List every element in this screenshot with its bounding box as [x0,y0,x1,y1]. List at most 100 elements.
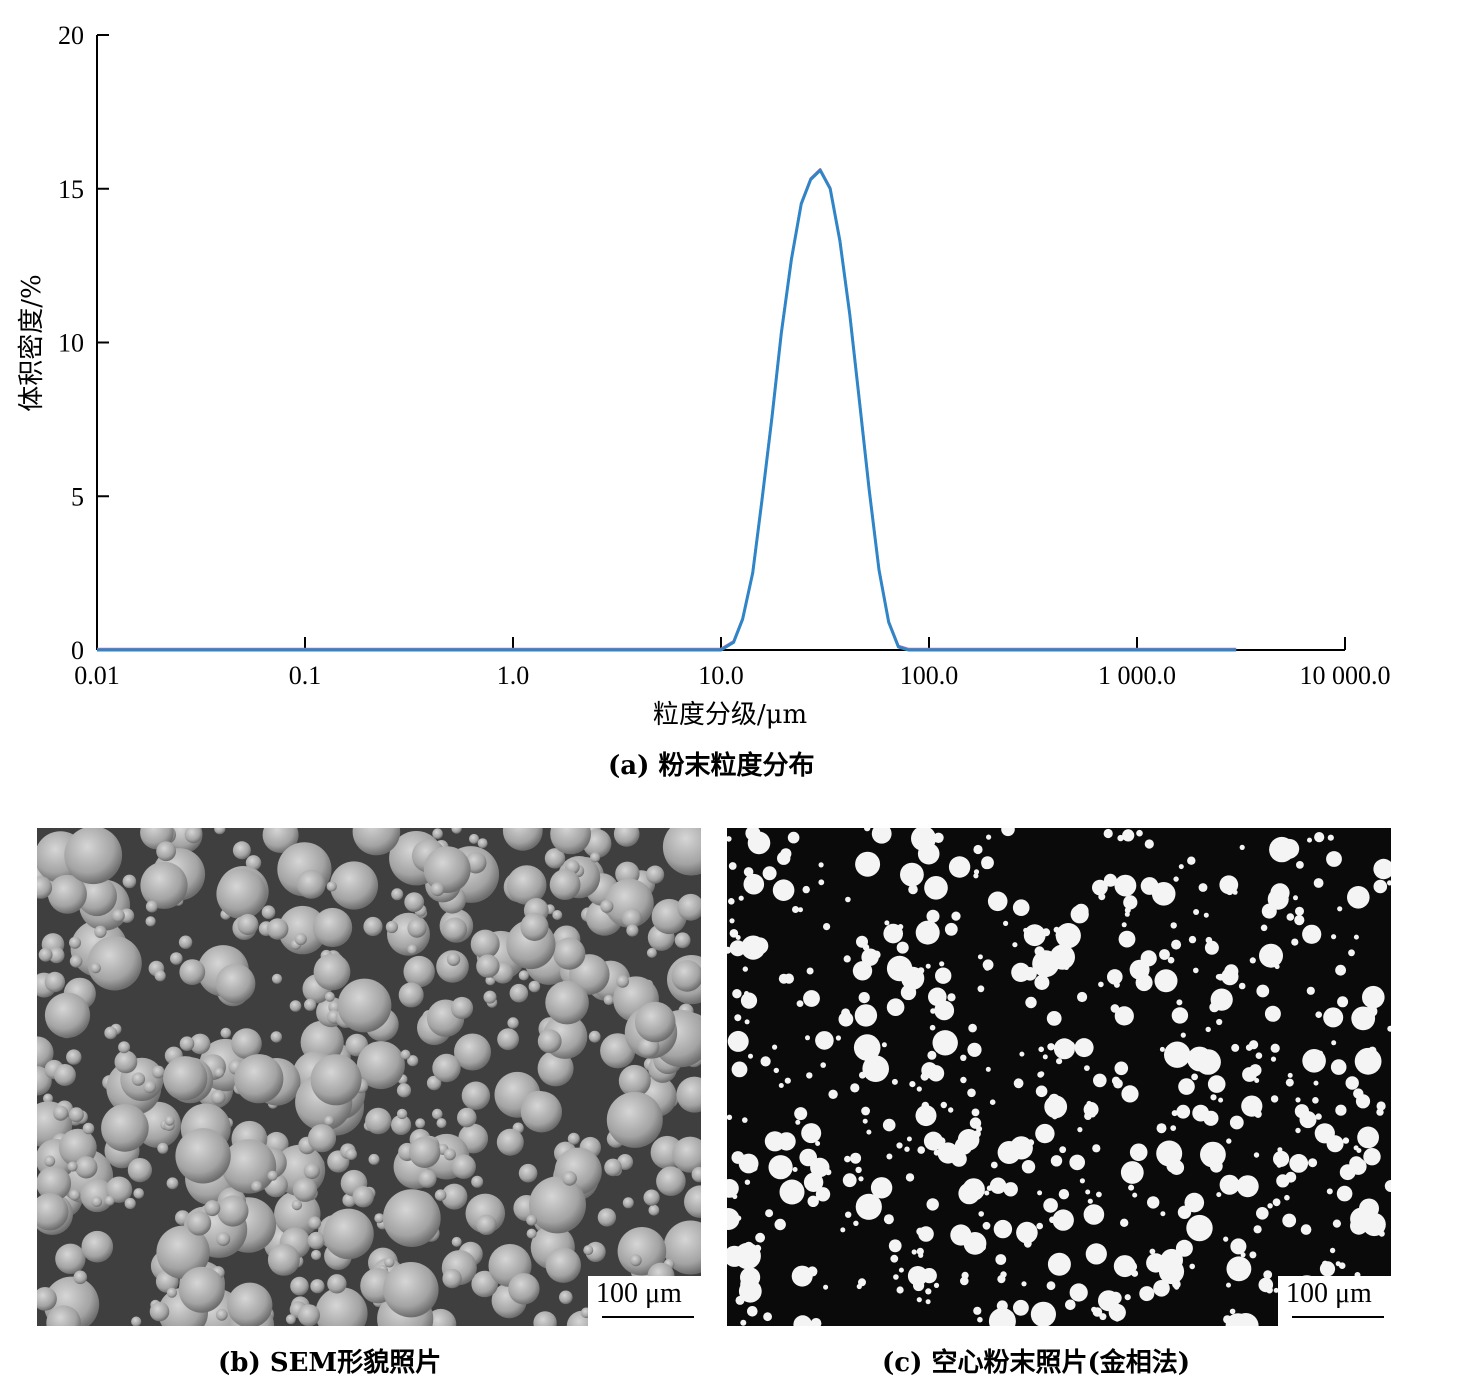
sem-particle [179,1036,195,1051]
met-particle [1209,1002,1220,1013]
sem-particle [518,1163,538,1183]
sem-particle [221,1139,277,1194]
met-particle [1266,1286,1273,1294]
met-particle [1204,940,1219,955]
sem-particle [583,1245,594,1256]
met-particle [1012,899,1030,916]
sem-particle [285,1314,296,1325]
met-particle [1164,1041,1191,1068]
sem-particle [261,905,276,919]
met-particle [1114,1061,1129,1076]
met-particle [747,1306,758,1317]
met-particle [1005,828,1011,832]
met-particle [727,1030,749,1052]
sem-particle [105,1176,133,1203]
met-particle [1187,856,1196,865]
y-tick-label: 0 [71,636,84,665]
met-particle [898,1267,904,1273]
sem-particle [451,828,462,834]
met-particle [1193,967,1199,974]
met-particle [1256,984,1270,998]
met-particle [1263,1270,1273,1279]
sem-particle [157,1142,169,1154]
met-particle [1337,906,1343,912]
sem-particle [477,838,488,849]
met-particle [1035,1085,1048,1098]
met-particle [1350,1217,1368,1235]
sem-particle [407,1055,419,1067]
met-particle [962,1178,985,1201]
sem-particle [691,1166,701,1183]
met-particle [917,842,940,865]
met-particle [1353,934,1359,940]
met-particle [1167,956,1175,964]
sem-particle [324,1115,335,1126]
met-particle [967,1042,982,1057]
met-particle [1193,909,1200,915]
met-particle [893,1274,899,1280]
sem-particle [567,1132,580,1145]
sem-particle [179,959,206,985]
sem-particle [382,1189,441,1247]
sem-particle [537,1029,562,1054]
met-particle [1149,1248,1156,1255]
met-particle [1098,981,1104,988]
sem-particle [545,980,589,1025]
sem-particle [391,888,404,901]
met-particle [951,1151,967,1167]
sem-particle [470,929,500,959]
met-particle [897,924,904,930]
met-particle [1074,1038,1094,1058]
met-particle [1270,883,1290,903]
met-particle [1335,964,1346,976]
met-particle [748,1053,753,1059]
sem-particle [600,1033,636,1069]
met-particle [728,898,735,905]
y-tick-label: 5 [71,482,84,511]
sem-particle [329,861,379,910]
met-particle [1322,1260,1329,1267]
met-particle [1178,864,1184,870]
sem-particle [520,912,549,941]
met-particle [1043,1198,1058,1213]
sem-particle [91,1196,103,1207]
met-particle [1056,1058,1063,1065]
met-particle [1230,1238,1247,1255]
sem-particle [37,1166,72,1201]
metallographic-photo: 100 μm [727,828,1391,1326]
sem-particle [648,1204,660,1216]
met-particle [973,1306,982,1315]
met-particle [1295,1127,1301,1134]
met-particle [743,873,765,895]
met-particle [1091,1306,1097,1313]
met-particle [984,1190,990,1196]
sem-particle [270,1031,282,1043]
met-particle [802,885,810,894]
sem-particle [426,1075,442,1091]
met-particle [976,1125,983,1132]
met-particle [742,1117,748,1123]
sem-particle [436,950,469,983]
met-particle [1121,1085,1139,1103]
met-particle [896,1286,904,1294]
sem-particle [544,848,566,869]
sem-particle [476,1214,497,1235]
met-particle [1326,1188,1333,1195]
met-particle [807,1195,819,1207]
sem-particle [403,955,435,988]
met-particle [988,1307,1016,1326]
sem-particle [313,907,353,948]
met-particle [1188,935,1197,944]
met-particle [1003,1147,1015,1159]
met-particle [1314,832,1325,843]
sem-particle [81,1230,114,1263]
met-particle [855,1166,862,1174]
met-particle [871,828,892,844]
met-particle [793,1315,812,1326]
sem-particle [156,841,176,862]
met-particle [1354,1047,1382,1075]
sem-particle [104,1195,115,1206]
met-particle [1096,1191,1102,1198]
met-particle [1287,1072,1293,1078]
met-particle [1030,1301,1056,1326]
